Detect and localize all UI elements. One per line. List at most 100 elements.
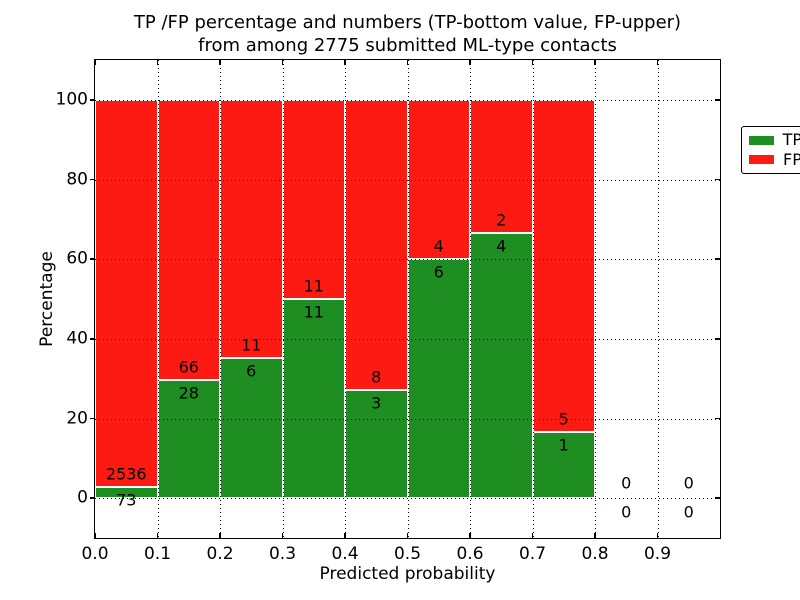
x-tick-mark-top — [406, 60, 409, 65]
x-tick-mark — [406, 533, 409, 538]
bar-segment-fp — [220, 99, 283, 358]
tp-count-label: 6 — [433, 262, 444, 282]
bar-segment-tp — [282, 299, 345, 499]
x-tick-label: 0.4 — [331, 544, 359, 564]
bar-segment-tp — [407, 259, 470, 499]
x-tick-mark — [156, 533, 159, 538]
x-tick-mark-top — [531, 60, 534, 65]
tp-count-label: 73 — [116, 490, 137, 510]
fp-count-label: 0 — [683, 473, 694, 493]
fp-color-swatch — [749, 155, 774, 165]
fp-count-label: 8 — [371, 367, 382, 387]
tp-count-label: 28 — [178, 383, 199, 402]
y-tick-mark — [90, 258, 95, 260]
tp-count-label: 6 — [246, 361, 257, 381]
tp-count-label: 0 — [621, 502, 632, 522]
plot-area: 2536 73 66 28 11 6 11 11 8 3 4 6 2 4 5 1 0 0 0 0 TP FP — [94, 59, 800, 539]
x-tick-label: 0.2 — [206, 544, 234, 564]
x-tick-mark-top — [94, 60, 96, 65]
y-tick-mark-right — [715, 417, 720, 420]
tp-count-label: 0 — [683, 502, 694, 522]
bar-segment-tp — [345, 389, 408, 499]
annotations-layer: 2536 73 66 28 11 6 11 11 8 3 4 6 2 4 5 1 0 0 0 0 — [95, 60, 720, 538]
bar-segment-tp — [220, 357, 283, 499]
x-tick-mark — [219, 533, 221, 538]
fp-count-label: 11 — [241, 335, 262, 355]
legend-item-fp: FP — [749, 149, 800, 169]
fp-count-label: 4 — [433, 236, 444, 256]
legend-label-fp: FP — [783, 149, 800, 169]
v-gridline — [407, 60, 409, 538]
x-tick-label: 0.0 — [81, 544, 109, 564]
y-tick-mark — [90, 99, 95, 101]
x-tick-mark-top — [656, 60, 659, 65]
y-tick-label: 100 — [55, 89, 88, 110]
bars-layer — [95, 60, 720, 538]
x-tick-mark — [594, 533, 596, 538]
x-tick-label: 0.5 — [393, 544, 422, 564]
bar-segment-tp — [470, 232, 533, 499]
chart-title-line2: from among 2775 submitted ML-type contac… — [198, 35, 617, 56]
x-tick-label: 0.3 — [268, 544, 297, 564]
y-tick-label: 60 — [66, 248, 88, 269]
y-tick-mark-right — [715, 497, 720, 499]
y-tick-label: 80 — [66, 169, 88, 190]
y-tick-label: 20 — [66, 408, 88, 429]
bar-segment-fp — [157, 99, 220, 380]
y-tick-mark — [90, 338, 95, 340]
x-axis-label: Predicted probability — [319, 564, 496, 584]
tp-count-label: 3 — [371, 393, 382, 413]
tp-count-label: 1 — [558, 435, 569, 455]
x-tick-mark — [281, 533, 284, 538]
bar-segment-fp — [345, 99, 408, 390]
x-tick-label: 0.9 — [643, 544, 672, 564]
tp-color-swatch — [749, 135, 774, 145]
y-tick-mark — [90, 497, 95, 499]
bar-segment-fp — [532, 99, 595, 432]
bar-segment-tp — [532, 431, 595, 499]
x-tick-label: 0.8 — [581, 544, 609, 564]
fp-count-label: 2536 — [105, 464, 147, 484]
bar-segment-fp — [470, 99, 533, 233]
bar-segment-fp — [407, 99, 470, 260]
bar-segment-fp — [282, 99, 345, 299]
tp-count-label: 11 — [303, 302, 324, 322]
x-tick-mark — [656, 533, 659, 538]
v-gridline — [157, 60, 159, 538]
x-tick-mark-top — [219, 60, 221, 65]
x-tick-mark-top — [594, 60, 596, 65]
v-gridline — [470, 60, 471, 538]
v-gridline — [282, 60, 284, 538]
grid-layer — [95, 60, 720, 538]
x-tick-label: 0.6 — [456, 544, 484, 564]
y-tick-label: 0 — [77, 487, 88, 508]
y-tick-label: 40 — [66, 328, 88, 349]
x-tick-mark — [469, 533, 471, 538]
x-tick-label: 0.7 — [518, 544, 547, 564]
y-tick-mark-right — [715, 338, 720, 340]
x-tick-mark-top — [344, 60, 346, 65]
x-tick-mark — [94, 533, 96, 538]
legend-label-tp: TP — [782, 130, 800, 150]
tp-count-label: 4 — [496, 236, 507, 256]
bar-segment-fp — [95, 99, 158, 488]
fp-count-label: 2 — [496, 210, 507, 230]
y-tick-mark-right — [715, 99, 720, 101]
x-tick-label: 0.1 — [143, 544, 172, 564]
fp-count-label: 66 — [178, 357, 199, 376]
x-tick-mark — [531, 533, 534, 538]
fp-count-label: 0 — [621, 473, 632, 493]
fp-count-label: 5 — [558, 409, 569, 429]
x-tick-mark — [344, 533, 346, 538]
v-gridline — [595, 60, 596, 538]
v-gridline — [657, 60, 659, 538]
x-tick-mark-top — [156, 60, 159, 65]
bar-segment-tp — [95, 487, 158, 499]
y-tick-mark — [90, 417, 95, 420]
v-gridline — [532, 60, 534, 538]
legend-item-tp: TP — [749, 132, 800, 148]
v-gridline — [345, 60, 346, 538]
chart-title-line1: TP /FP percentage and numbers (TP-bottom… — [133, 12, 682, 33]
y-tick-mark-right — [715, 258, 720, 260]
